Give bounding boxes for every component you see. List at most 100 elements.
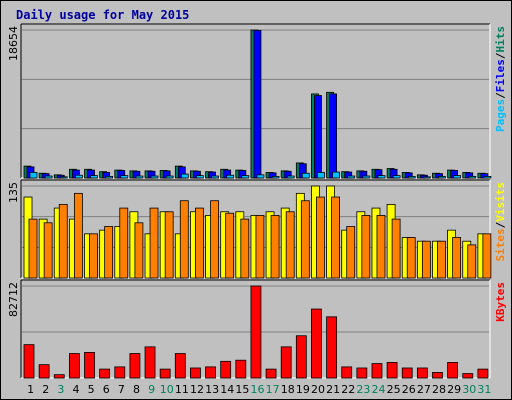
bar-kbytes-12: [190, 367, 201, 379]
bar-pages-2: [44, 175, 53, 179]
x-tick-label-16: 16: [251, 383, 265, 396]
legend-item: Hits: [494, 26, 507, 53]
bar-sites-9: [149, 207, 159, 279]
bar-kbytes-24: [371, 363, 383, 379]
bar-sites-8: [134, 222, 144, 279]
bar-kbytes-15: [235, 359, 247, 379]
bar-sites-3: [58, 203, 68, 279]
bar-pages-5: [90, 175, 98, 179]
bar-sites-4: [73, 192, 83, 279]
bar-pages-4: [74, 174, 83, 179]
bar-sites-21: [331, 196, 340, 279]
bar-sites-29: [452, 237, 462, 279]
bar-pages-27: [422, 176, 431, 179]
bar-pages-30: [468, 176, 477, 179]
bar-sites-23: [361, 215, 371, 279]
bar-kbytes-20: [311, 308, 322, 379]
bar-pages-12: [196, 175, 204, 179]
bar-pages-25: [392, 175, 401, 179]
bar-sites-12: [195, 207, 204, 279]
bar-sites-17: [270, 215, 280, 279]
x-tick-label-2: 2: [42, 383, 49, 396]
bar-kbytes-30: [462, 373, 474, 379]
legend-kbytes: KBytes: [494, 282, 507, 322]
bar-kbytes-9: [144, 346, 156, 379]
bar-pages-11: [180, 173, 189, 179]
bar-pages-15: [241, 175, 250, 179]
bar-pages-19: [301, 172, 310, 179]
bar-pages-21: [332, 171, 340, 179]
y-max-label: 18654: [7, 26, 20, 61]
legend-sites-visits: Sites/Visits: [494, 182, 507, 262]
x-tick-label-8: 8: [133, 383, 140, 396]
x-tick-label-21: 21: [326, 383, 340, 396]
bar-kbytes-4: [68, 353, 80, 379]
bar-kbytes-1: [23, 344, 35, 379]
panel-sites-visits: 135 Sites/Visits: [7, 179, 507, 279]
bar-pages-26: [407, 176, 416, 179]
x-tick-label-11: 11: [175, 383, 189, 396]
bar-sites-16: [255, 215, 265, 279]
bar-sites-10: [164, 211, 174, 279]
bar-pages-10: [165, 175, 174, 179]
bar-kbytes-2: [38, 364, 50, 379]
bar-kbytes-10: [159, 368, 171, 379]
bar-sites-18: [285, 211, 295, 279]
x-tick-label-10: 10: [160, 383, 174, 396]
x-tick-label-30: 30: [462, 383, 476, 396]
bar-sites-5: [89, 233, 98, 279]
x-tick-label-27: 27: [417, 383, 431, 396]
bar-pages-6: [105, 176, 114, 179]
x-tick-label-12: 12: [190, 383, 204, 396]
legend-item: /: [494, 221, 507, 228]
bar-pages-22: [347, 175, 356, 179]
legend-item: Visits: [494, 182, 507, 222]
legend-pages-files-hits: Pages/Files/Hits: [494, 26, 507, 132]
x-tick-label-4: 4: [72, 383, 79, 396]
bar-kbytes-31: [477, 368, 489, 379]
x-tick-label-14: 14: [220, 383, 234, 396]
bar-files-16: [253, 30, 262, 179]
legend-item: /: [494, 52, 507, 59]
legend-item: KBytes: [494, 282, 507, 322]
bar-kbytes-22: [341, 366, 353, 379]
x-tick-label-1: 1: [27, 383, 34, 396]
bar-pages-18: [286, 175, 295, 179]
bar-sites-28: [437, 240, 446, 279]
bar-pages-3: [59, 176, 68, 179]
bar-sites-6: [104, 226, 114, 279]
bar-kbytes-11: [174, 353, 186, 379]
x-tick-label-22: 22: [341, 383, 355, 396]
bar-pages-20: [317, 172, 325, 179]
x-tick-label-3: 3: [57, 383, 64, 396]
bar-sites-1: [28, 218, 38, 279]
bar-kbytes-18: [280, 346, 292, 379]
legend-item: /: [494, 92, 507, 99]
bar-sites-15: [240, 218, 250, 279]
bar-pages-1: [29, 172, 38, 179]
x-tick-label-15: 15: [235, 383, 249, 396]
bar-kbytes-25: [386, 362, 398, 379]
x-tick-label-13: 13: [205, 383, 219, 396]
bar-pages-7: [120, 175, 129, 179]
x-tick-label-20: 20: [311, 383, 325, 396]
x-tick-label-23: 23: [356, 383, 370, 396]
x-tick-label-9: 9: [148, 383, 155, 396]
x-tick-label-7: 7: [118, 383, 125, 396]
bar-kbytes-26: [401, 367, 413, 379]
bar-pages-23: [362, 175, 371, 179]
bar-kbytes-17: [265, 368, 277, 379]
bar-pages-31: [483, 176, 492, 179]
x-tick-label-18: 18: [281, 383, 295, 396]
bar-pages-29: [453, 175, 462, 179]
bar-kbytes-7: [114, 366, 126, 379]
bar-kbytes-16: [250, 285, 262, 379]
bar-sites-7: [119, 207, 129, 279]
bar-kbytes-8: [129, 353, 141, 379]
x-tick-label-25: 25: [387, 383, 401, 396]
bar-kbytes-29: [447, 362, 459, 379]
y-max-label: 135: [7, 182, 20, 203]
x-tick-label-24: 24: [372, 383, 386, 396]
bar-pages-9: [150, 175, 159, 179]
